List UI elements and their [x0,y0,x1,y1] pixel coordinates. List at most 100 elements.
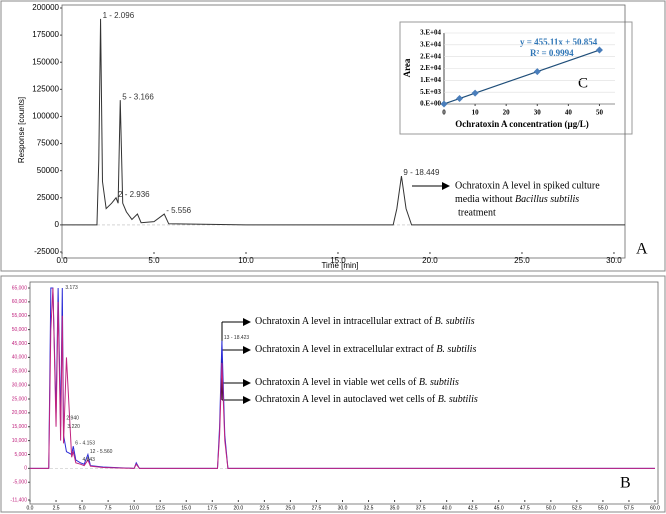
y-tick-label: 100000 [32,112,59,121]
y-tick-label: 40,000 [12,355,28,361]
data-point [595,46,603,54]
y-tick-label: 65,000 [12,285,28,291]
x-tick-label: 57.5 [624,505,634,511]
y-tick-label: 175000 [32,30,59,39]
x-tick-label: 55.0 [598,505,608,511]
x-tick-label: 40.0 [442,505,452,511]
x-tick-label: 30 [534,109,542,117]
y-tick-label: 45,000 [12,341,28,347]
x-tick-label: 60.0 [650,505,660,511]
x-tick-label: 45.0 [494,505,504,511]
x-tick-label: 0 [442,109,446,117]
peak-label: 5 - 3.166 [122,92,154,101]
x-tick-label: 25.0 [286,505,296,511]
x-axis-label: Ochratoxin A concentration (µg/L) [455,119,588,129]
peak-label: 4.843 [82,457,95,463]
annotation: Bacillus subtilis [515,194,579,205]
annotation: B. subtilis [419,377,459,388]
x-tick-label: 2.5 [53,505,60,511]
peak-label: 1 - 2.096 [103,11,135,20]
x-tick-label: 5.0 [79,505,86,511]
x-tick-label: 40 [565,109,573,117]
y-tick-label: 55,000 [12,313,28,319]
panel-label: B [620,475,631,492]
data-point [533,68,541,76]
y-tick-label: -11,400 [10,497,27,503]
annotation: media without [455,194,515,205]
annotation: B. subtilis [436,344,476,355]
peak-label: 3.220 [67,424,80,430]
y-tick-label: 1.E+04 [420,76,441,84]
y-tick-label: 2.E+04 [420,52,441,60]
y-tick-label: 0 [24,466,27,472]
x-tick-label: 35.0 [390,505,400,511]
x-tick-label: 10.0 [129,505,139,511]
plot-frame [61,4,626,259]
x-tick-label: 25.0 [514,256,530,265]
y-tick-label: -5,000 [13,480,27,486]
data-point [440,100,448,108]
y-tick-label: 20,000 [12,410,28,416]
peak-label: 13 - 18.423 [224,335,250,341]
y-tick-label: 60,000 [12,299,28,305]
y-tick-label: 50,000 [12,327,28,333]
chromatogram-line [62,18,625,226]
x-tick-label: 37.5 [416,505,426,511]
x-tick-label: 32.5 [364,505,374,511]
x-axis-label: Time [min] [321,261,358,270]
y-tick-label: 75000 [37,139,60,148]
x-tick-label: 20.0 [422,256,438,265]
annotation: B. subtilis [438,394,478,405]
peak-label: 2 - 2.936 [118,190,150,199]
annotation: Ochratoxin A level in extracellular extr… [255,344,476,355]
y-tick-label: 10,000 [12,438,28,444]
plot-frame [29,281,659,505]
y-tick-label: 30,000 [12,382,28,388]
annotation: media without Bacillus subtilis [455,194,579,205]
x-tick-label: 50.0 [546,505,556,511]
y-tick-label: 150000 [32,57,59,66]
x-tick-label: 27.5 [312,505,322,511]
annotation: treatment [458,207,496,218]
y-tick-label: 50000 [37,166,60,175]
y-tick-label: 15,000 [12,424,28,430]
panel-label: A [636,241,648,258]
x-tick-label: 20 [503,109,511,117]
annotation: Ochratoxin A level in viable wet cells o… [255,377,419,388]
x-tick-label: 15.0 [181,505,191,511]
x-tick-label: 22.5 [260,505,270,511]
trendline-equation: y = 455.11x + 50.854 [520,37,598,47]
x-tick-label: 0.0 [27,505,34,511]
annotation: Ochratoxin A level in intracellular extr… [255,316,435,327]
peak-label: 3.173 [65,285,78,291]
x-tick-label: 50 [596,109,604,117]
annotation: Ochratoxin A level in extracellular extr… [255,344,436,355]
y-tick-label: 25,000 [12,396,28,402]
y-tick-label: 5,000 [14,452,27,458]
x-tick-label: 47.5 [520,505,530,511]
data-point [456,94,464,102]
y-tick-label: 3.E+04 [420,29,441,37]
x-tick-label: 20.0 [233,505,243,511]
y-tick-label: 0 [55,220,60,229]
y-tick-label: 25000 [37,193,60,202]
chromatogram-line [30,287,655,469]
annotation: Ochratoxin A level in spiked culture [455,180,600,191]
annotation: B. subtilis [435,316,475,327]
y-tick-label: 3.E+04 [420,40,441,48]
y-axis-label: Area [402,58,412,77]
y-tick-label: 125000 [32,84,59,93]
annotation: Ochratoxin A level in autoclaved wet cel… [255,394,438,405]
annotation: Ochratoxin A level in viable wet cells o… [255,377,459,388]
data-point [471,89,479,97]
y-tick-label: 2.E+04 [420,64,441,72]
peak-label: 12 - 5.560 [90,449,113,455]
r-squared: R² = 0.9994 [530,48,574,58]
x-tick-label: 42.5 [468,505,478,511]
x-tick-label: 52.5 [572,505,582,511]
peak-label: 6 - 4.153 [75,440,95,446]
x-tick-label: 7.5 [105,505,112,511]
y-axis-label: Response [counts] [17,97,26,163]
panel-label: C [578,75,588,91]
